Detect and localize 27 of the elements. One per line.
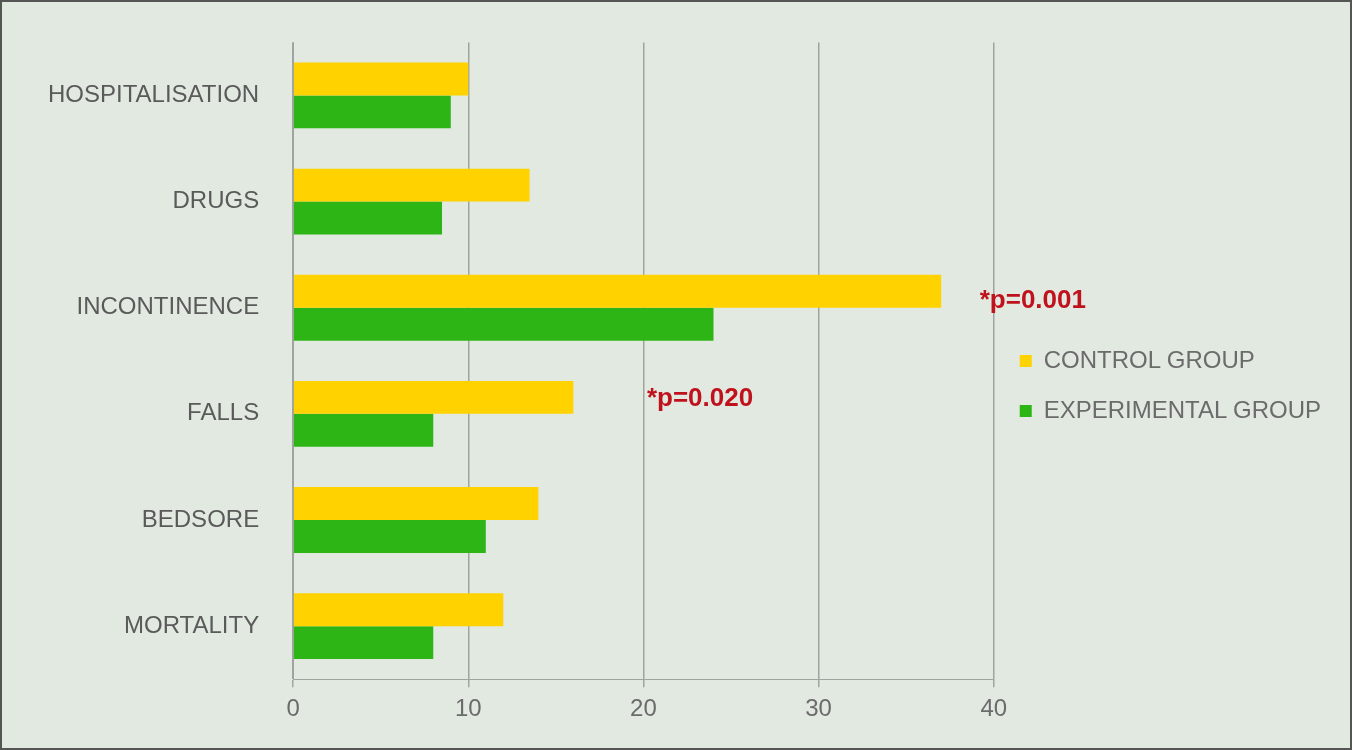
bar (293, 274, 942, 308)
legend-label: EXPERIMENTAL GROUP (1043, 395, 1322, 423)
y-tick-label: MORTALITY (124, 610, 260, 638)
bar (293, 62, 469, 96)
bar (293, 168, 530, 202)
bar (293, 487, 539, 520)
x-tick-label: 10 (454, 694, 482, 722)
bar (293, 413, 434, 447)
y-tick-label: BEDSORE (141, 504, 260, 532)
bar (293, 520, 486, 553)
x-tick-label: 20 (630, 694, 657, 722)
y-tick-label: DRUGS (172, 186, 260, 214)
bar (293, 593, 504, 627)
x-tick-label: 30 (805, 694, 832, 722)
bar (293, 307, 714, 341)
bar (293, 380, 574, 414)
legend-label: CONTROL GROUP (1043, 345, 1255, 373)
bar (293, 626, 434, 660)
bar (293, 201, 443, 235)
x-tick-label: 40 (980, 694, 1008, 722)
bar (293, 95, 451, 129)
x-tick-label: 0 (286, 694, 300, 722)
annotation: *p=0.020 (646, 382, 754, 413)
y-tick-label: FALLS (187, 398, 260, 426)
annotation: *p=0.001 (979, 284, 1086, 315)
y-tick-label: HOSPITALISATION (47, 80, 260, 108)
y-tick-label: INCONTINENCE (76, 292, 260, 320)
